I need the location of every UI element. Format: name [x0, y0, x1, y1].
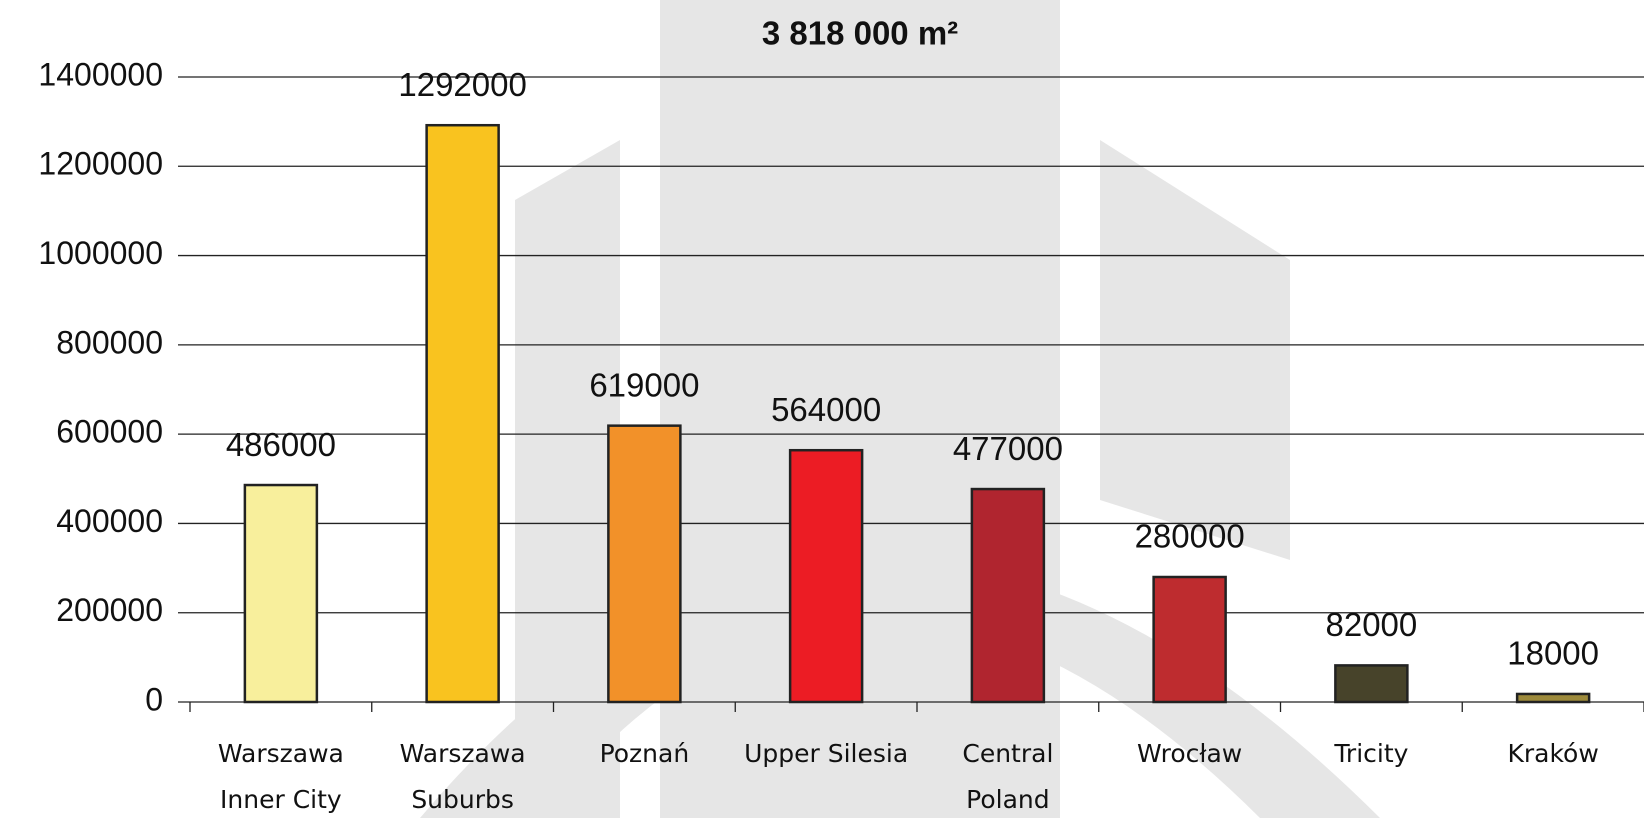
y-tick-label: 600000 — [56, 414, 163, 450]
bar — [1152, 575, 1227, 704]
x-tick-label: Kraków — [1507, 739, 1598, 768]
y-tick-label: 400000 — [56, 503, 163, 539]
y-tick-label: 200000 — [56, 592, 163, 628]
x-tick-label: Wrocław — [1137, 739, 1242, 768]
value-label: 1292000 — [398, 66, 526, 103]
bar — [788, 448, 864, 704]
bar — [425, 123, 500, 704]
x-tick-label: Upper Silesia — [744, 739, 908, 768]
value-label: 18000 — [1507, 635, 1599, 672]
value-label: 477000 — [953, 430, 1063, 467]
value-label: 619000 — [589, 366, 699, 403]
bar — [1515, 692, 1591, 704]
value-label: 82000 — [1325, 606, 1417, 643]
y-tick-label: 1400000 — [38, 56, 163, 92]
y-tick-label: 800000 — [56, 324, 163, 360]
bar — [607, 424, 682, 704]
value-label: 280000 — [1135, 518, 1245, 555]
y-tick-label: 1000000 — [38, 235, 163, 271]
bar — [970, 487, 1046, 704]
x-tick-label: Poznań — [600, 739, 690, 768]
value-label: 564000 — [771, 391, 881, 428]
x-tick-label: Warszawa — [218, 739, 344, 768]
x-tick-label: Poland — [966, 785, 1049, 814]
chart-title: 3 818 000 m² — [762, 15, 958, 52]
x-tick-label: Warszawa — [400, 739, 526, 768]
bar — [243, 483, 319, 704]
y-tick-label: 0 — [145, 681, 163, 717]
y-tick-label: 1200000 — [38, 146, 163, 182]
x-tick-label: Tricity — [1333, 739, 1408, 768]
x-tick-label: Suburbs — [411, 785, 514, 814]
watermark — [420, 0, 1380, 818]
x-tick-label: Central — [962, 739, 1053, 768]
value-label: 486000 — [226, 426, 336, 463]
bar — [1334, 664, 1409, 704]
x-tick-label: Inner City — [220, 785, 342, 814]
